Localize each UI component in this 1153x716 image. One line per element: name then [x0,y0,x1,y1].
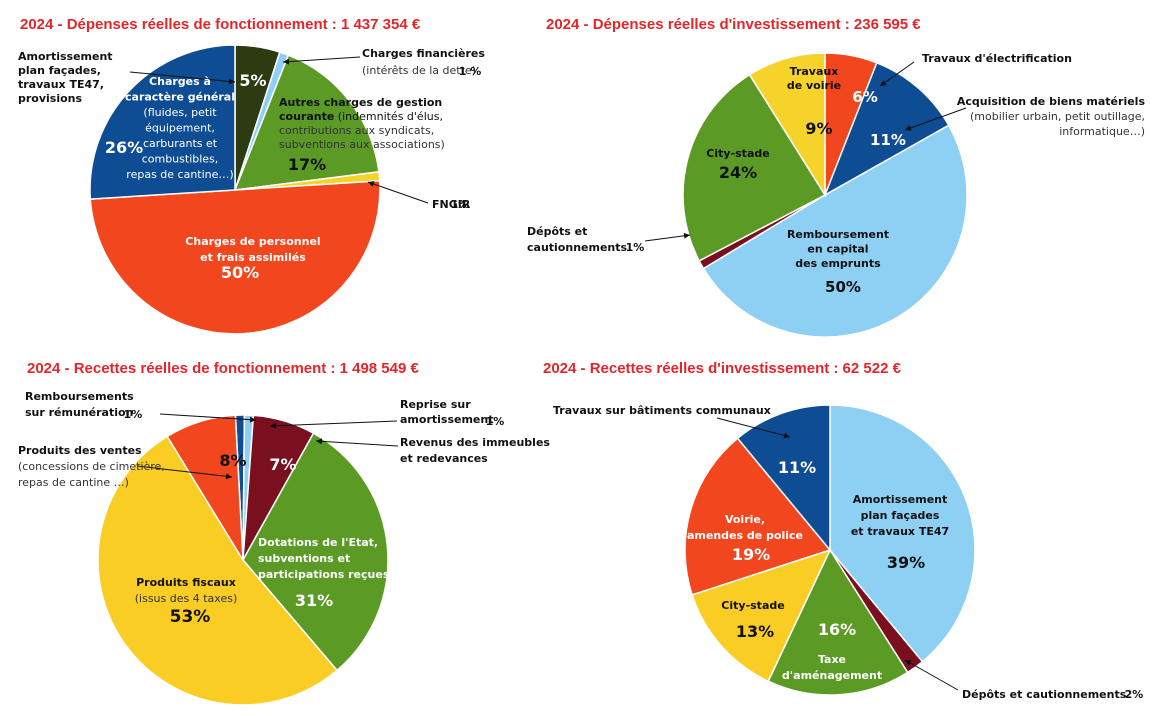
slice-percent-dep-invest-5: 9% [805,119,832,138]
leader-line-rec-fonct-2 [315,438,399,447]
pie-slice-rec-fonct-3[interactable] [242,432,389,672]
pie-slice-rec-invest-5[interactable] [736,404,831,553]
leader-line-rec-fonct-5 [136,465,233,480]
slice-label-rec-fonct-5: Produits des ventes (concessions de cimet… [18,444,165,489]
leader-line-dep-fonct-1 [282,56,361,65]
slice-label-rec-fonct-1: Reprise sur amortissement [400,398,493,426]
leader-line-rec-fonct-0 [159,413,257,423]
slice-percent-rec-fonct-2: 7% [269,455,296,474]
leader-line-dep-invest-1 [904,107,967,131]
slice-percent-rec-fonct-0: 1% [124,408,143,421]
leader-line-rec-invest-1 [904,659,959,691]
leader-line-dep-invest-3 [644,232,691,242]
slice-label-rec-fonct-2: Revenus des immeubles et redevances [400,436,550,465]
slice-label-dep-invest-1: Acquisition de biens matériels (mobilier … [957,95,1146,138]
slice-percent-dep-fonct-4: 50% [221,263,259,282]
slice-percent-rec-fonct-5: 8% [219,451,246,470]
slice-percent-dep-invest-2: 50% [825,278,861,296]
pie-slice-rec-invest-3[interactable] [691,548,832,683]
leader-line-dep-fonct-3 [367,181,429,204]
slice-label-rec-invest-0: Amortissement plan façades et travaux TE47 [851,493,949,538]
pie-slice-dep-invest-1[interactable] [823,61,950,197]
pie-slice-rec-invest-4[interactable] [684,437,832,596]
pie-chart-rec-fonct: Remboursements sur rémunération1%Reprise … [18,390,550,706]
slice-label-dep-fonct-2: Autres charges de gestion courante (indem… [279,96,445,151]
slice-label-dep-invest-4: City-stade [706,147,769,160]
slice-percent-dep-fonct-5: 26% [105,138,143,157]
slice-percent-rec-fonct-1: 1% [486,415,505,428]
pie-slice-dep-invest-4[interactable] [682,73,827,262]
pie-slice-rec-fonct-5[interactable] [166,414,244,561]
slice-percent-dep-fonct-3: 1% [451,198,470,211]
slice-percent-rec-invest-5: 11% [778,458,816,477]
pie-chart-rec-invest: Amortissement plan façades et travaux TE47… [553,404,1143,701]
slice-label-rec-fonct-4: Produits fiscaux (issus des 4 taxes) [135,576,238,605]
slice-label-rec-invest-3: City-stade [721,599,784,612]
pie-slice-dep-fonct-4[interactable] [89,180,381,335]
slice-label-rec-invest-1: Dépôts et cautionnements [962,688,1127,701]
slice-percent-rec-invest-0: 39% [887,553,925,572]
slice-label-dep-fonct-5: Charges à caractère général (fluides, peti… [125,75,235,181]
pie-chart-dep-invest: Travaux d'électrification 6% Acquisition d… [527,52,1146,338]
leader-line-dep-invest-0 [879,61,915,87]
chart-title-depenses-fonctionnement: 2024 - Dépenses réelles de fonctionnemen… [20,16,421,33]
pie-slice-dep-invest-5[interactable] [748,52,826,198]
slice-percent-dep-invest-3: 1% [626,241,645,254]
slice-label-dep-invest-5: Travaux de voirie [787,65,841,92]
slice-percent-rec-fonct-4: 53% [170,607,211,627]
pie-chart-dep-fonct: Amortissement plan façades, travaux TE47, p… [18,44,485,335]
slice-label-dep-fonct-3: FNGIR [432,198,471,211]
pie-slice-rec-invest-0[interactable] [829,404,976,663]
pie-slice-dep-invest-2[interactable] [702,124,968,338]
slice-percent-rec-invest-3: 13% [736,622,774,641]
slice-label-rec-invest-2: Taxe d'aménagement [782,653,882,682]
slice-percent-dep-fonct-2: 17% [288,155,326,174]
slice-label-rec-invest-5: Travaux sur bâtiments communaux [553,404,771,417]
chart-title-recettes-investissement: 2024 - Recettes réelles d'investissement… [543,360,901,377]
slice-label-rec-fonct-3: Dotations de l'Etat, subventions et partic… [258,536,390,581]
slice-percent-dep-fonct-0: 5% [239,71,266,90]
slice-label-rec-invest-4: Voirie, amendes de police [687,513,803,542]
leader-line-rec-fonct-1 [269,420,398,429]
slice-label-rec-fonct-0: Remboursements sur rémunération [25,390,134,419]
pie-slice-dep-fonct-5[interactable] [89,44,236,200]
pie-slice-rec-invest-2[interactable] [767,548,909,696]
slice-percent-dep-invest-4: 24% [719,163,757,182]
leader-line-rec-invest-5 [716,417,791,439]
slice-percent-rec-invest-1: 2% [1125,688,1144,701]
slice-percent-rec-invest-4: 19% [732,545,770,564]
slice-percent-rec-fonct-3: 31% [295,591,333,610]
slice-label-dep-fonct-0: Amortissement plan façades, travaux TE47, p… [18,50,113,105]
slice-label-dep-invest-3: Dépôts et cautionnements [527,225,627,254]
slice-label-dep-fonct-4: Charges de personnel et frais assimilés [185,235,320,264]
pie-slice-rec-fonct-4[interactable] [97,435,339,706]
slice-percent-rec-invest-2: 16% [818,620,856,639]
slice-percent-dep-invest-0: 6% [852,88,877,106]
slice-percent-dep-invest-1: 11% [870,131,906,149]
slice-percent-dep-fonct-1: 1 % [459,65,482,78]
leader-line-dep-fonct-0 [129,71,236,85]
slice-label-dep-fonct-1: Charges financières (intérêts de la dette… [362,47,485,77]
slice-label-dep-invest-0: Travaux d'électrification [922,52,1072,65]
chart-title-depenses-investissement: 2024 - Dépenses réelles d'investissement… [546,16,921,33]
chart-title-recettes-fonctionnement: 2024 - Recettes réelles de fonctionnemen… [27,360,419,377]
slice-label-dep-invest-2: Remboursement en capital des emprunts [787,228,889,270]
